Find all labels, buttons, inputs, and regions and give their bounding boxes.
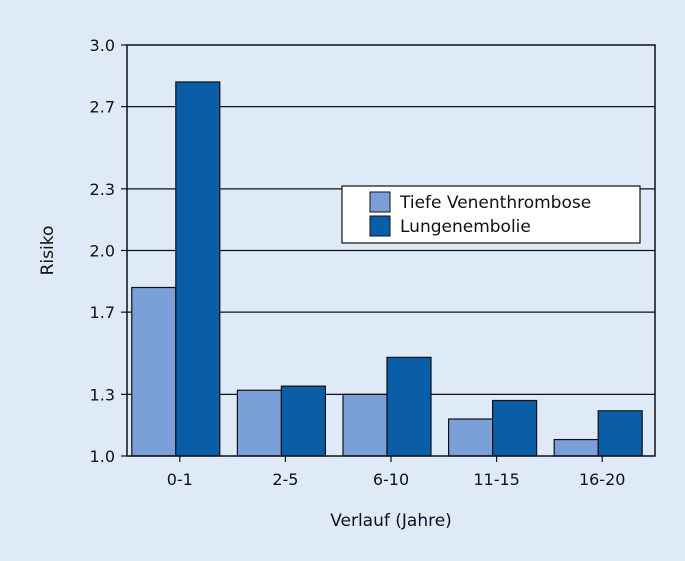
bar-tiefe-venenthrombose bbox=[553, 438, 599, 457]
bar-tiefe-venenthrombose bbox=[342, 393, 388, 457]
legend-swatch bbox=[369, 215, 391, 237]
x-tick-label: 0-1 bbox=[167, 470, 193, 489]
y-axis-ticks: 1.0 1.3 1.7 2.0 2.3 2.7 3.0 bbox=[90, 36, 127, 466]
legend-label: Tiefe Venenthrombose bbox=[399, 193, 591, 213]
y-tick-label: 2.3 bbox=[90, 180, 115, 199]
x-tick-label: 11-15 bbox=[473, 470, 520, 489]
bar-lungenembolie bbox=[492, 399, 538, 457]
bar-lungenembolie bbox=[280, 385, 326, 457]
bar-tiefe-venenthrombose bbox=[131, 286, 177, 457]
bar-tiefe-venenthrombose bbox=[448, 418, 494, 457]
legend-label: Lungenembolie bbox=[400, 217, 531, 237]
y-tick-label: 2.7 bbox=[90, 98, 115, 117]
x-tick-label: 6-10 bbox=[373, 470, 409, 489]
bar-lungenembolie bbox=[597, 410, 643, 457]
x-tick-label: 2-5 bbox=[272, 470, 298, 489]
y-tick-label: 1.7 bbox=[90, 303, 115, 322]
y-tick-label: 1.0 bbox=[90, 447, 115, 466]
y-tick-label: 2.0 bbox=[90, 242, 115, 261]
legend-swatch bbox=[369, 191, 391, 213]
x-axis-ticks: 0-1 2-5 6-10 11-15 16-20 bbox=[167, 456, 626, 489]
bars bbox=[131, 81, 643, 457]
x-axis-title: Verlauf (Jahre) bbox=[330, 511, 452, 531]
bar-tiefe-venenthrombose bbox=[236, 389, 282, 457]
bar-lungenembolie bbox=[386, 356, 432, 457]
y-tick-label: 1.3 bbox=[90, 385, 115, 404]
legend-box bbox=[341, 185, 641, 244]
x-tick-label: 16-20 bbox=[579, 470, 626, 489]
y-axis-title: Risiko bbox=[38, 226, 58, 276]
legend: Tiefe Venenthrombose Lungenembolie bbox=[341, 185, 641, 244]
y-tick-label: 3.0 bbox=[90, 36, 115, 55]
bar-lungenembolie bbox=[175, 81, 221, 457]
